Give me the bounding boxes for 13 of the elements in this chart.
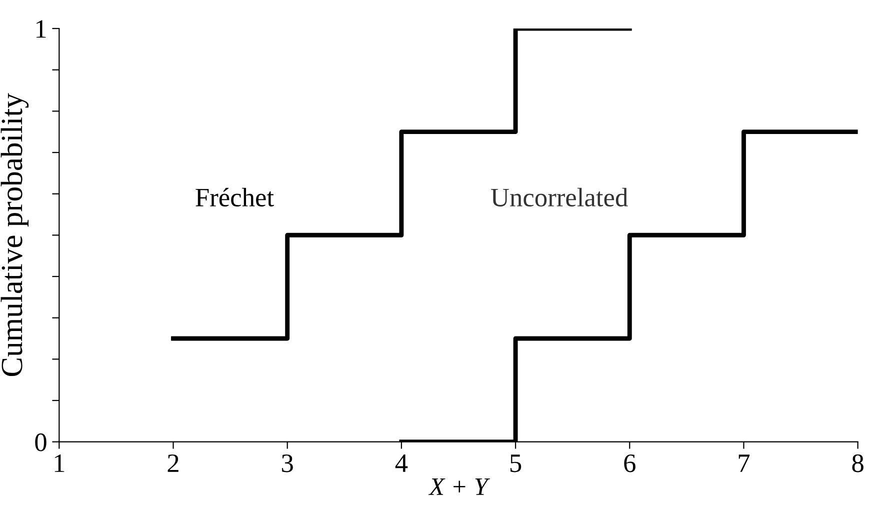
x-tick-label: 3 bbox=[282, 454, 293, 472]
x-axis-title: X + Y bbox=[428, 478, 490, 495]
y-axis-title: Cumulative probability bbox=[0, 93, 29, 376]
x-tick-label: 2 bbox=[168, 454, 178, 472]
x-tick-label: 6 bbox=[624, 454, 636, 472]
x-tick-label: 5 bbox=[510, 454, 522, 472]
x-tick-label: 8 bbox=[852, 454, 864, 472]
annotation: Fréchet bbox=[196, 188, 274, 206]
x-tick-label: 7 bbox=[738, 454, 750, 472]
annotation: Uncorrelated bbox=[490, 188, 628, 206]
x-tick-label: 4 bbox=[395, 454, 408, 472]
y-tick-label: 0 bbox=[35, 433, 46, 452]
x-tick-label: 1 bbox=[54, 454, 64, 472]
